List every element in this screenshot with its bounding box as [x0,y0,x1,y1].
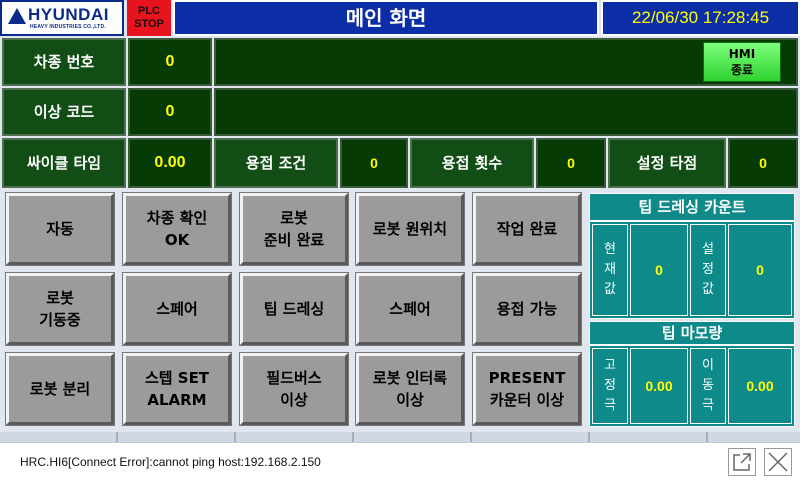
fixed-label-char-2: 정 [604,378,616,393]
set-label-char-2: 정 [702,262,714,277]
spare-button-1[interactable]: 스페어 [122,272,232,346]
moving-label-char-1: 이 [702,358,714,373]
robot-home-button[interactable]: 로봇 원위치 [355,192,465,266]
page-title: 메인 화면 [173,0,599,36]
moving-electrode-label: 이 동 극 [690,348,726,424]
robot-separate-button[interactable]: 로봇 분리 [5,352,115,426]
current-label-char-1: 현 [604,242,616,257]
message-bar-middle [214,88,798,136]
plc-state: STOP [134,18,164,30]
cycle-time-value: 0.00 [128,138,212,188]
robot-interlock-error-button[interactable]: 로봇 인터록 이상 [355,352,465,426]
tip-wear-fixed-value: 0.00 [630,348,688,424]
error-code-label: 이상 코드 [2,88,126,136]
message-bar-top [214,38,798,86]
hmi-exit-button[interactable]: HMI 종료 [703,42,781,82]
weld-condition-value: 0 [340,138,408,188]
car-number-label: 차종 번호 [2,38,126,86]
weld-count-value: 0 [536,138,606,188]
bottom-divider [0,432,800,442]
logo-subtext: HEAVY INDUSTRIES CO.,LTD. [30,24,106,30]
tip-dressing-title: 팁 드레싱 카운트 [590,194,794,222]
robot-ready-button[interactable]: 로봇 준비 완료 [239,192,349,266]
status-message: HRC.HI6[Connect Error]:cannot ping host:… [20,455,321,469]
present-counter-error-button[interactable]: PRESENT 카운터 이상 [472,352,582,426]
current-label-char-2: 재 [604,262,616,277]
tip-wear-moving-value: 0.00 [728,348,792,424]
fieldbus-error-button[interactable]: 필드버스 이상 [239,352,349,426]
plc-status-badge: PLC STOP [127,0,171,36]
tip-dressing-button[interactable]: 팁 드레싱 [239,272,349,346]
spare-button-2[interactable]: 스페어 [355,272,465,346]
moving-label-char-2: 동 [702,378,714,393]
set-point-label: 설정 타점 [608,138,726,188]
status-bar: HRC.HI6[Connect Error]:cannot ping host:… [0,442,800,480]
plc-label: PLC [138,5,160,17]
weld-condition-label: 용접 조건 [214,138,338,188]
hmi-exit-line1: HMI [728,47,756,61]
tip-dressing-set-value: 0 [728,224,792,316]
logo-text: HYUNDAI [28,5,109,24]
weld-count-label: 용접 횟수 [410,138,534,188]
car-type-ok-button[interactable]: 차종 확인 OK [122,192,232,266]
set-label-char-1: 설 [702,242,714,257]
hmi-exit-line2: 종료 [730,63,754,77]
fixed-label-char-1: 고 [604,358,616,373]
fixed-label-char-3: 극 [604,398,616,413]
close-button[interactable] [764,448,792,476]
set-label-char-3: 값 [702,282,714,297]
tip-dressing-current-value: 0 [630,224,688,316]
logo-triangle-icon [8,8,26,24]
auto-button[interactable]: 자동 [5,192,115,266]
car-number-value: 0 [128,38,212,86]
work-complete-button[interactable]: 작업 완료 [472,192,582,266]
hyundai-logo: HYUNDAI HEAVY INDUSTRIES CO.,LTD. [0,0,124,36]
current-value-label: 현 재 값 [592,224,628,316]
error-code-value: 0 [128,88,212,136]
set-point-value: 0 [728,138,798,188]
cycle-time-label: 싸이클 타임 [2,138,126,188]
step-set-alarm-button[interactable]: 스텝 SET ALARM [122,352,232,426]
moving-label-char-3: 극 [702,398,714,413]
current-label-char-3: 값 [604,282,616,297]
close-icon [768,452,788,472]
robot-running-button[interactable]: 로봇 기동중 [5,272,115,346]
fixed-electrode-label: 고 정 극 [592,348,628,424]
external-link-icon [733,453,751,471]
tip-wear-title: 팁 마모량 [590,322,794,346]
popout-button[interactable] [728,448,756,476]
set-value-label: 설 정 값 [690,224,726,316]
weld-ready-button[interactable]: 용접 가능 [472,272,582,346]
datetime-display: 22/06/30 17:28:45 [601,0,800,36]
